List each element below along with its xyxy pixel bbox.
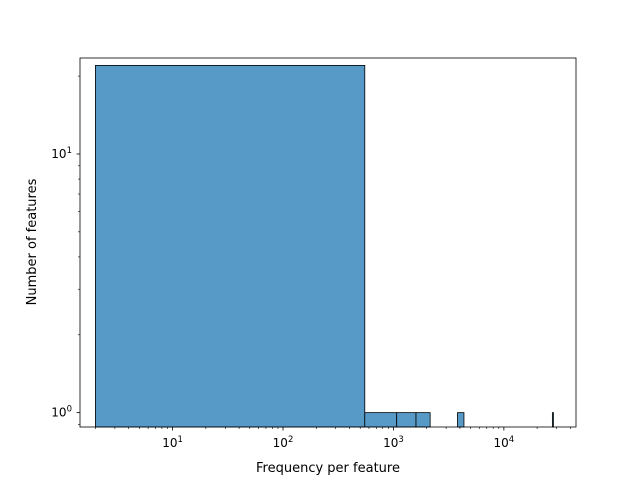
histogram-bar-2 — [364, 412, 398, 428]
x-axis-ticks: 101 102 103 104 — [95, 427, 571, 450]
y-tick-label: 101 — [51, 146, 72, 161]
plot-area-frame — [79, 57, 577, 428]
x-axis-label: Frequency per feature — [256, 461, 400, 476]
x-tick-label: 103 — [383, 435, 404, 450]
y-axis-label: Number of features — [25, 178, 40, 305]
histogram-bar-5 — [457, 412, 465, 428]
histogram-bar-6 — [551, 412, 554, 428]
histogram-bar-4 — [415, 412, 431, 428]
x-tick-label: 101 — [162, 435, 183, 450]
histogram-bars — [95, 65, 554, 428]
y-tick-label: 100 — [51, 405, 72, 420]
y-axis-ticks: 100 101 — [51, 75, 80, 425]
histogram-bar-3 — [396, 412, 417, 428]
x-tick-label: 104 — [494, 435, 515, 450]
x-tick-label: 102 — [273, 435, 294, 450]
histogram-bar-1 — [95, 65, 366, 428]
